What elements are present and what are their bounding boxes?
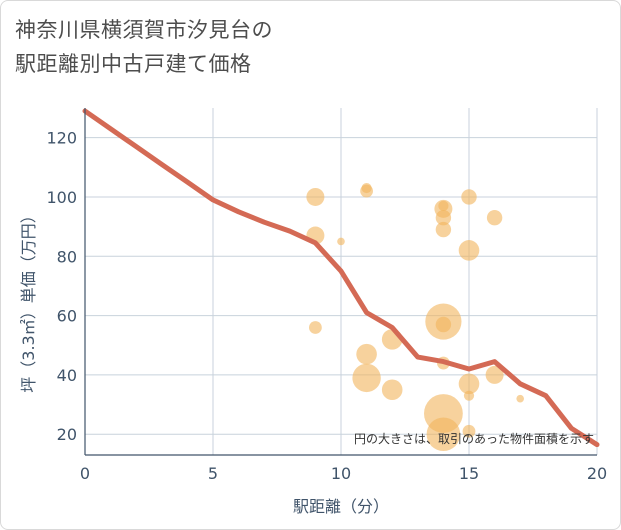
data-point-0 — [306, 187, 325, 206]
x-tick-label-0: 0 — [80, 464, 90, 483]
average-line — [82, 108, 600, 448]
chart-title-line2: 駅距離別中古戸建て価格 — [15, 52, 252, 76]
data-point-25 — [485, 365, 504, 384]
data-point-18 — [426, 417, 461, 452]
data-point-22 — [463, 390, 475, 401]
y-tick-label-120: 120 — [46, 129, 77, 148]
y-tick-label-40: 40 — [57, 366, 77, 385]
y-axis: 20 40 60 80 100 120 — [46, 108, 86, 455]
bubble-size-note: 円の大きさは、取引のあった物件面積を示す — [354, 431, 594, 446]
data-point-5 — [361, 182, 372, 194]
x-tick-label-15: 15 — [459, 464, 479, 483]
data-point-7 — [352, 363, 381, 393]
data-point-15 — [435, 316, 452, 333]
y-tick-label-20: 20 — [57, 425, 77, 444]
y-tick-label-100: 100 — [46, 188, 77, 207]
x-axis-label: 駅距離（分） — [293, 497, 389, 516]
data-point-19 — [461, 189, 477, 205]
data-point-2 — [309, 321, 322, 334]
chart-title: 神奈川県横須賀市汐見台の 駅距離別中古戸建て価格 — [15, 13, 273, 81]
data-point-6 — [356, 343, 377, 365]
y-tick-label-60: 60 — [57, 307, 77, 326]
y-tick-label-80: 80 — [57, 247, 77, 266]
data-point-13 — [435, 221, 452, 238]
data-point-3 — [337, 237, 345, 246]
data-point-24 — [486, 210, 503, 226]
data-point-12 — [435, 210, 452, 226]
y-axis-label: 坪（3.3㎡）単価（万円） — [19, 207, 38, 392]
data-point-9 — [381, 379, 403, 401]
x-tick-label-10: 10 — [331, 464, 351, 483]
x-tick-label-5: 5 — [208, 464, 218, 483]
grid-lines — [85, 108, 598, 455]
data-point-26 — [516, 394, 524, 403]
data-point-21 — [458, 373, 480, 395]
bubble-points — [306, 182, 524, 452]
chart-title-line1: 神奈川県横須賀市汐見台の — [15, 18, 273, 42]
data-point-20 — [458, 240, 480, 261]
x-axis: 0 5 10 15 20 — [80, 454, 607, 483]
x-tick-label-20: 20 — [587, 464, 607, 483]
data-point-11 — [438, 200, 449, 211]
data-point-23 — [462, 424, 476, 438]
